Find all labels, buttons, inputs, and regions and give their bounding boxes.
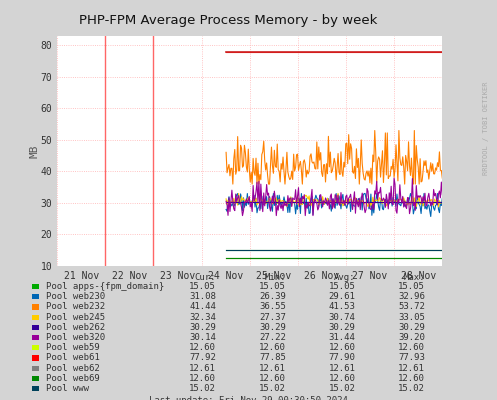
- Text: Min:: Min:: [264, 273, 286, 282]
- Text: Avg:: Avg:: [334, 273, 355, 282]
- Text: 30.74: 30.74: [329, 313, 355, 322]
- Text: 12.61: 12.61: [259, 364, 286, 373]
- Text: Pool web61: Pool web61: [46, 354, 99, 362]
- Text: 27.22: 27.22: [259, 333, 286, 342]
- Text: Pool web230: Pool web230: [46, 292, 105, 301]
- Text: 77.85: 77.85: [259, 354, 286, 362]
- Text: 30.29: 30.29: [259, 323, 286, 332]
- Text: Pool web245: Pool web245: [46, 313, 105, 322]
- Text: 77.90: 77.90: [329, 354, 355, 362]
- Text: Pool web232: Pool web232: [46, 302, 105, 312]
- Text: 31.44: 31.44: [329, 333, 355, 342]
- Text: 12.60: 12.60: [189, 343, 216, 352]
- Text: Pool web59: Pool web59: [46, 343, 99, 352]
- Text: 15.02: 15.02: [329, 384, 355, 393]
- Text: RRDTOOL / TOBI OETIKER: RRDTOOL / TOBI OETIKER: [483, 81, 489, 175]
- Text: 26.39: 26.39: [259, 292, 286, 301]
- Text: PHP-FPM Average Process Memory - by week: PHP-FPM Average Process Memory - by week: [80, 14, 378, 27]
- Text: 39.20: 39.20: [398, 333, 425, 342]
- Text: 12.60: 12.60: [398, 374, 425, 383]
- Text: Pool web69: Pool web69: [46, 374, 99, 383]
- Y-axis label: MB: MB: [29, 144, 39, 158]
- Text: 30.29: 30.29: [329, 323, 355, 332]
- Text: 77.93: 77.93: [398, 354, 425, 362]
- Text: Pool web320: Pool web320: [46, 333, 105, 342]
- Text: 12.60: 12.60: [329, 374, 355, 383]
- Text: 12.61: 12.61: [398, 364, 425, 373]
- Text: 36.55: 36.55: [259, 302, 286, 312]
- Text: 15.05: 15.05: [259, 282, 286, 291]
- Text: 12.61: 12.61: [189, 364, 216, 373]
- Text: 15.02: 15.02: [398, 384, 425, 393]
- Text: 31.08: 31.08: [189, 292, 216, 301]
- Text: 41.44: 41.44: [189, 302, 216, 312]
- Text: 15.05: 15.05: [398, 282, 425, 291]
- Text: Cur:: Cur:: [195, 273, 216, 282]
- Text: 15.05: 15.05: [189, 282, 216, 291]
- Text: 32.96: 32.96: [398, 292, 425, 301]
- Text: 15.02: 15.02: [189, 384, 216, 393]
- Text: 30.29: 30.29: [398, 323, 425, 332]
- Text: 53.72: 53.72: [398, 302, 425, 312]
- Text: 41.53: 41.53: [329, 302, 355, 312]
- Text: 12.60: 12.60: [259, 343, 286, 352]
- Text: 12.60: 12.60: [329, 343, 355, 352]
- Text: 29.61: 29.61: [329, 292, 355, 301]
- Text: Max:: Max:: [404, 273, 425, 282]
- Text: 27.37: 27.37: [259, 313, 286, 322]
- Text: 12.60: 12.60: [189, 374, 216, 383]
- Text: 30.14: 30.14: [189, 333, 216, 342]
- Text: 12.61: 12.61: [329, 364, 355, 373]
- Text: 30.29: 30.29: [189, 323, 216, 332]
- Text: 12.60: 12.60: [259, 374, 286, 383]
- Text: 32.34: 32.34: [189, 313, 216, 322]
- Text: Pool apps-{fpm_domain}: Pool apps-{fpm_domain}: [46, 282, 164, 291]
- Text: Last update: Fri Nov 29 00:30:50 2024: Last update: Fri Nov 29 00:30:50 2024: [149, 396, 348, 400]
- Text: 15.02: 15.02: [259, 384, 286, 393]
- Text: Pool web262: Pool web262: [46, 323, 105, 332]
- Text: 33.05: 33.05: [398, 313, 425, 322]
- Text: Pool www: Pool www: [46, 384, 89, 393]
- Text: 15.05: 15.05: [329, 282, 355, 291]
- Text: Pool web62: Pool web62: [46, 364, 99, 373]
- Text: 77.92: 77.92: [189, 354, 216, 362]
- Text: 12.60: 12.60: [398, 343, 425, 352]
